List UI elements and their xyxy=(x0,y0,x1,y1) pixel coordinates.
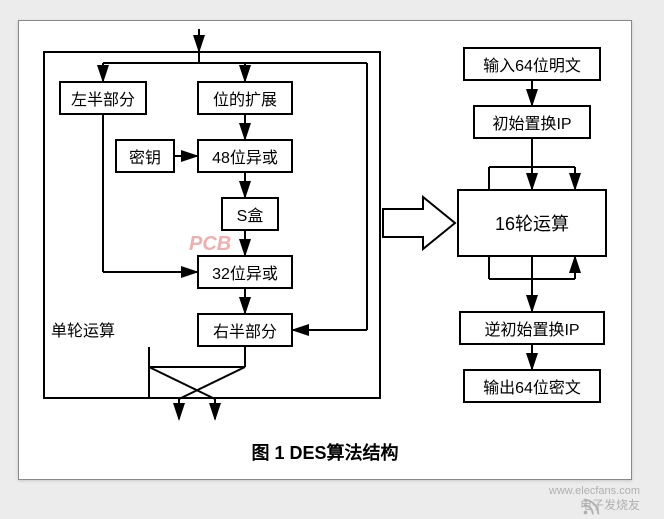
box-output64: 输出64位密文 xyxy=(463,369,601,403)
box-initial-perm: 初始置换IP xyxy=(473,105,591,139)
watermark-site: 电子发烧友 xyxy=(580,496,640,513)
box-input64: 输入64位明文 xyxy=(463,47,601,81)
box-xor32: 32位异或 xyxy=(197,255,293,289)
watermark-brand-text: 电子发烧友 xyxy=(580,496,640,513)
watermark-url: www.elecfans.com xyxy=(549,485,640,497)
box-key: 密钥 xyxy=(115,139,175,173)
figure-caption: 图 1 DES算法结构 xyxy=(19,439,631,465)
box-inv-perm: 逆初始置换IP xyxy=(459,311,605,345)
box-rounds16: 16轮运算 xyxy=(457,189,607,257)
box-bit-expand: 位的扩展 xyxy=(197,81,293,115)
watermark-red: PCB xyxy=(189,233,231,256)
box-left-half: 左半部分 xyxy=(59,81,147,115)
box-xor48: 48位异或 xyxy=(197,139,293,173)
box-sbox: S盒 xyxy=(221,197,279,231)
diagram-canvas: 左半部分 位的扩展 密钥 48位异或 S盒 32位异或 右半部分 单轮运算 输入… xyxy=(18,20,632,480)
box-right-half: 右半部分 xyxy=(197,313,293,347)
label-single-round: 单轮运算 xyxy=(51,317,115,341)
